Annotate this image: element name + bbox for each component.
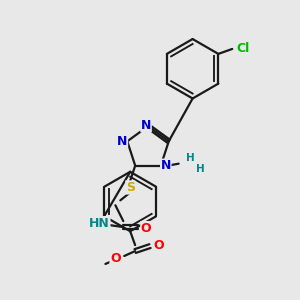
Text: O: O [141,222,152,235]
Text: H: H [186,153,195,163]
Text: S: S [126,181,135,194]
Text: N: N [141,119,151,132]
Text: O: O [110,253,121,266]
Text: HN: HN [89,217,110,230]
Text: Cl: Cl [236,42,250,56]
Text: O: O [154,238,164,252]
Text: N: N [160,159,171,172]
Text: H: H [196,164,205,174]
Text: N: N [117,135,128,148]
